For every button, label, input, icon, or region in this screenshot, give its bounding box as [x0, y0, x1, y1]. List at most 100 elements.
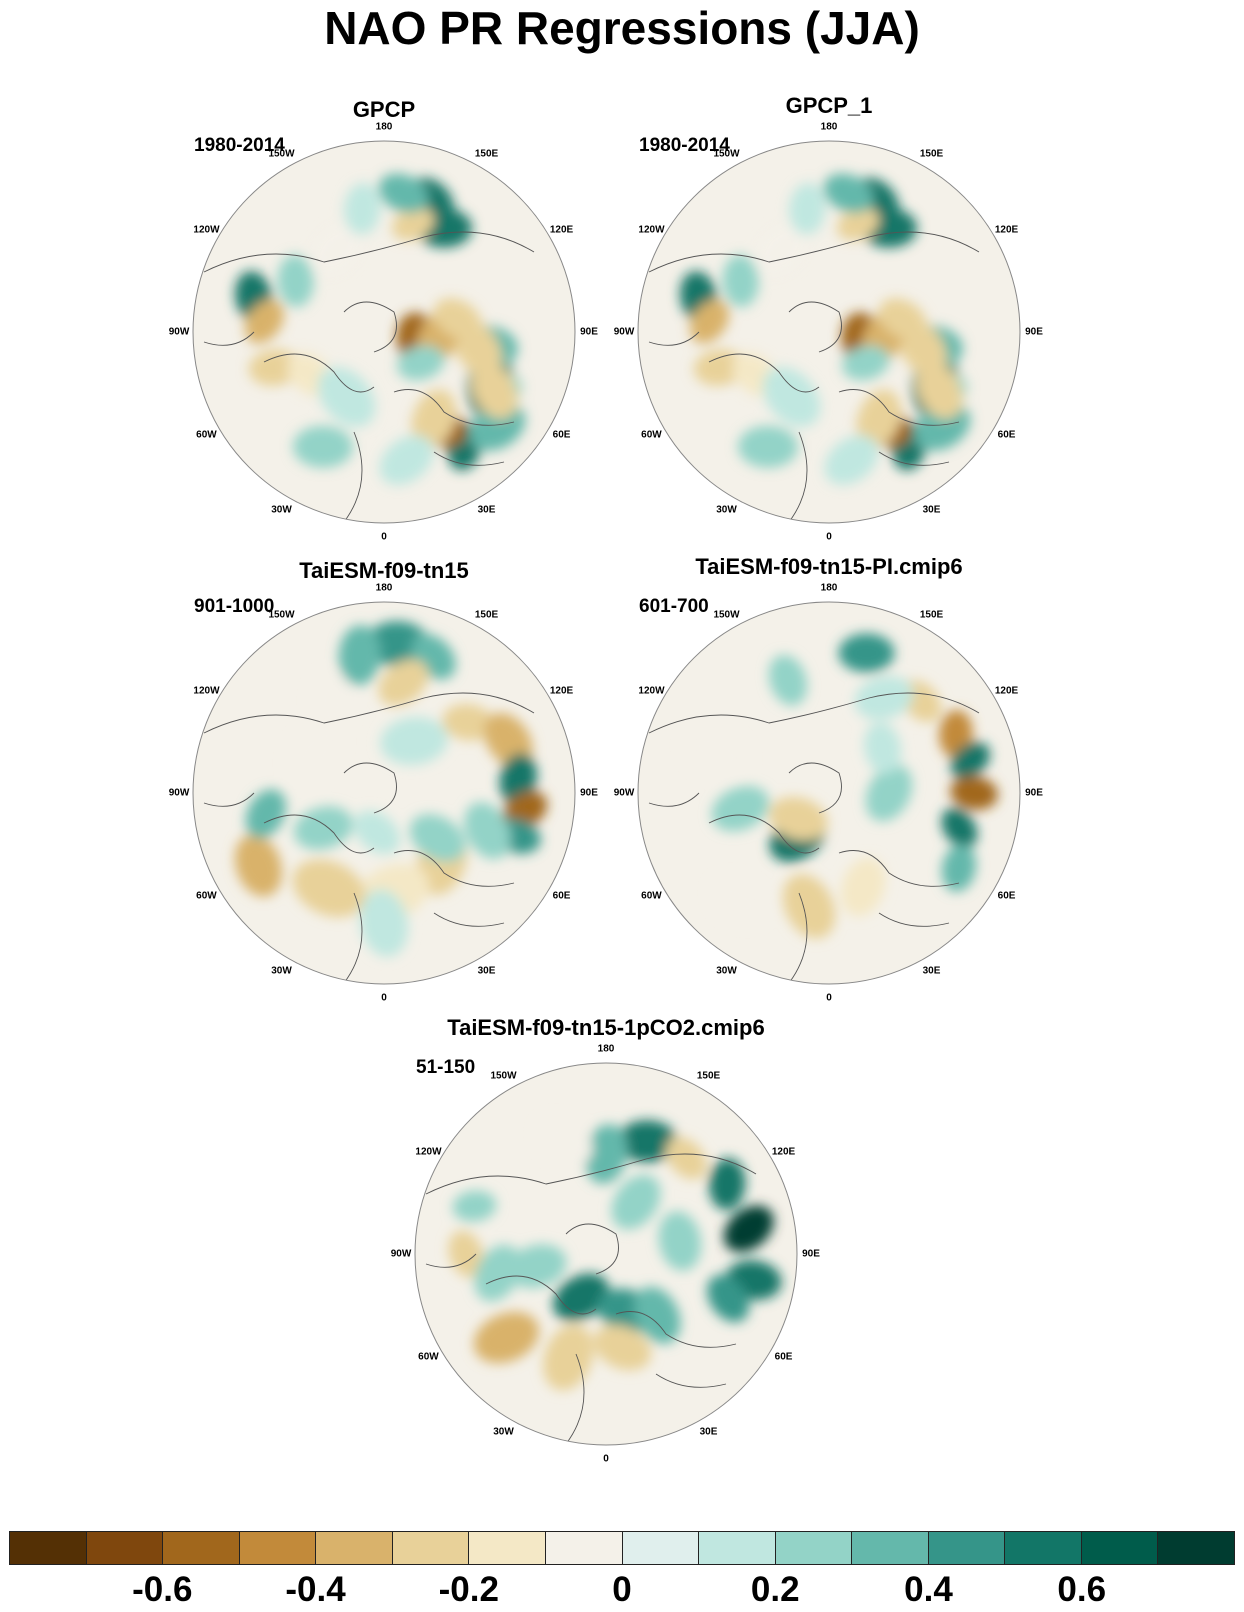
anomaly-blob	[789, 182, 826, 235]
anomaly-blob	[723, 1205, 774, 1253]
colorbar-tick-label: -0.6	[132, 1570, 193, 1609]
lon-label: 120W	[638, 685, 665, 696]
map-border	[192, 601, 576, 985]
colorbar-tick-label: -0.2	[438, 1570, 499, 1609]
anomaly-blob	[665, 1137, 707, 1180]
coastline	[648, 231, 980, 273]
lon-label: 30W	[716, 965, 737, 977]
panel-title-gpcp: GPCP	[352, 97, 416, 122]
coastline	[788, 301, 842, 353]
lon-label: 120E	[549, 685, 574, 696]
lon-label: 30E	[922, 965, 941, 977]
colorbar-box	[316, 1532, 393, 1564]
lon-label: 120W	[415, 1146, 442, 1157]
lon-label: 0	[826, 992, 832, 1004]
anomaly-blob	[916, 362, 963, 420]
lon-label: 150E	[474, 148, 499, 160]
colorbar-tick-label: 0.2	[750, 1570, 800, 1609]
panel-period-taiesm_pi: 601-700	[639, 596, 709, 617]
coastline	[485, 1275, 597, 1315]
lon-label: 90E	[802, 1248, 820, 1260]
lon-label: 30W	[271, 504, 292, 516]
anomaly-blob	[507, 1244, 567, 1288]
anomaly-blob	[593, 1324, 652, 1371]
lon-label: 90W	[613, 326, 635, 338]
lon-label: 120E	[994, 224, 1019, 235]
anomaly-blob	[914, 403, 971, 451]
anomaly-blob	[277, 255, 314, 307]
colorbar-box	[163, 1532, 240, 1564]
coastline	[393, 850, 515, 887]
coastline	[565, 1353, 585, 1445]
lon-label: 120W	[193, 224, 220, 235]
anomaly-blob	[950, 776, 998, 810]
lon-label: 180	[820, 121, 838, 133]
coastline	[263, 353, 375, 393]
lon-label: 120E	[549, 224, 574, 235]
panel-title-taiesm_1pco2: TaiESM-f09-tn15-1pCO2.cmip6	[447, 1015, 765, 1040]
anomaly-blob	[286, 722, 343, 784]
anomaly-blob	[245, 789, 287, 839]
coastline	[788, 892, 808, 984]
anomaly-blob	[292, 859, 366, 918]
panel-title-taiesm: TaiESM-f09-tn15	[299, 558, 469, 583]
lon-label: 0	[381, 531, 387, 543]
anomaly-blob	[823, 173, 874, 214]
anomaly-blob	[433, 298, 482, 340]
lon-label: 30E	[922, 504, 941, 516]
lon-label: 90E	[1025, 326, 1043, 338]
lon-label: 60W	[418, 1351, 439, 1362]
polar-map-taiesm_pi	[637, 601, 1021, 985]
lon-label: 120W	[193, 685, 220, 696]
lon-label: 0	[381, 992, 387, 1004]
colorbar-tick-label: 0.6	[1057, 1570, 1107, 1609]
colorbar-box	[928, 1532, 1006, 1564]
lon-label: 150E	[919, 148, 944, 160]
anomaly-blob	[864, 722, 902, 774]
anomaly-blob	[378, 173, 429, 214]
colorbar-box	[1158, 1532, 1234, 1564]
anomaly-blob	[768, 796, 828, 841]
anomaly-blob	[768, 654, 808, 706]
anomaly-blob	[838, 633, 895, 673]
anomaly-blob	[317, 367, 376, 427]
coastline	[788, 762, 842, 814]
coastline	[878, 451, 950, 466]
anomaly-blob	[310, 223, 363, 276]
coastline	[648, 692, 980, 734]
anomaly-blob	[865, 764, 913, 822]
anomaly-blob	[473, 1311, 540, 1364]
anomaly-blob	[310, 672, 353, 733]
anomaly-blob	[941, 807, 978, 849]
lon-label: 0	[826, 531, 832, 543]
anomaly-blob	[842, 345, 890, 381]
anomaly-blob	[856, 389, 902, 448]
lon-label: 150E	[919, 609, 944, 621]
colorbar-box	[699, 1532, 776, 1564]
panel-title-gpcp1: GPCP_1	[785, 93, 873, 118]
anomaly-blob	[658, 1211, 702, 1271]
anomaly-blob	[292, 425, 353, 468]
colorbar-box	[469, 1532, 546, 1564]
lon-label: 180	[375, 121, 393, 133]
coastline	[433, 912, 505, 927]
map-border	[637, 140, 1021, 524]
colorbar-box	[852, 1532, 929, 1564]
colorbar-box	[775, 1532, 853, 1564]
anomaly-blob	[584, 1124, 628, 1184]
coastline	[648, 331, 700, 346]
anomaly-blob	[707, 1274, 750, 1323]
anomaly-blob	[344, 182, 381, 235]
anomaly-blob	[854, 676, 914, 720]
lon-label: 60E	[997, 429, 1016, 440]
lon-label: 60E	[774, 1351, 793, 1362]
anomaly-blob	[782, 874, 836, 939]
colorbar-box	[86, 1532, 164, 1564]
lon-label: 150W	[490, 1070, 517, 1082]
coastline	[565, 1223, 619, 1275]
lon-label: 0	[603, 1453, 609, 1465]
anomaly-blob	[442, 703, 495, 741]
lon-label: 150W	[713, 609, 740, 621]
lon-label: 30E	[477, 965, 496, 977]
coastline	[788, 431, 808, 523]
